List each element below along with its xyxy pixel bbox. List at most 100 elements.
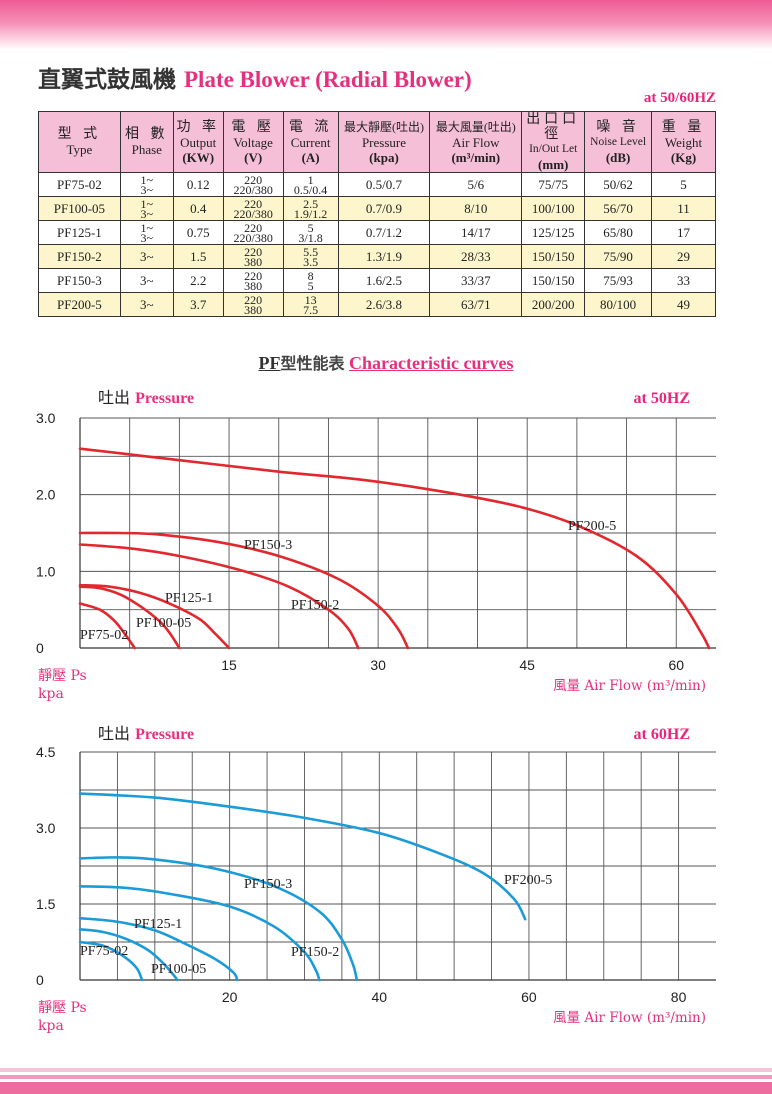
cell-voltage: 220 220/380 (222, 196, 284, 221)
header-unit: (Kg) (670, 149, 697, 165)
header-unit: (m³/min) (451, 149, 501, 165)
cell-line: 220/380 (233, 182, 273, 197)
curves-title: PF型性能表 Characteristic curves (0, 350, 772, 374)
series-label-pf150-3: PF150-3 (244, 538, 292, 553)
spec-table: 型 式 Type 相 數 Phase 功 率 Output (KW) 電 壓 Voltage (V… (38, 111, 716, 317)
cell-pressure: 1.6/2.5 (337, 268, 431, 293)
heading-chinese: 直翼式鼓風機 (38, 67, 176, 92)
header-unit: (A) (301, 149, 320, 165)
cell-inout: 75/75 (521, 172, 586, 197)
y-axis-label: 靜壓 Ps kpa (38, 1000, 87, 1034)
cell-text: 0.7/0.9 (365, 200, 403, 216)
cell-text: 0.12 (186, 176, 210, 192)
cell-text: 75/75 (538, 176, 568, 192)
series-label-pf200-5: PF200-5 (568, 519, 616, 534)
table-row: PF125-1 1~ 3~ 0.75 220 220/380 5 3/1.8 0.7/1.2 14… (38, 220, 716, 245)
series-line-pf200-5 (78, 792, 527, 921)
header-cell: 最大靜壓(吐出) Pressure (kpa) (337, 111, 431, 173)
cell-voltage: 220 220/380 (222, 220, 284, 245)
cell-line: 8 (307, 268, 314, 283)
series-label-pf125-1: PF125-1 (134, 917, 182, 932)
cell-pressure: 0.7/0.9 (337, 196, 431, 221)
cell-line: 220/380 (233, 230, 273, 245)
cell-line: 3.5 (303, 254, 319, 269)
cell-type: PF150-2 (38, 244, 121, 269)
series-line-pf150-2 (78, 884, 321, 982)
top-decorative-band (0, 0, 772, 50)
cell-text: PF200-5 (57, 296, 102, 312)
cell-line: 3/1.8 (298, 230, 323, 245)
cell-weight: 5 (651, 172, 716, 197)
series-label-pf100-05: PF100-05 (136, 616, 191, 631)
table-header-row: 型 式 Type 相 數 Phase 功 率 Output (KW) 電 壓 Voltage (V… (38, 111, 716, 173)
header-en: Weight (664, 134, 703, 150)
cell-line: 1.9/1.2 (293, 206, 328, 221)
cell-text: PF150-3 (57, 272, 102, 288)
cell-text: 0.75 (186, 224, 210, 240)
cell-current: 2.5 1.9/1.2 (282, 196, 339, 221)
x-tick-label: 60 (668, 657, 684, 673)
x-tick-label: 30 (370, 657, 386, 673)
cell-line: 380 (244, 302, 263, 317)
header-unit: (mm) (538, 157, 569, 172)
cell-text: 150/150 (531, 272, 575, 288)
chart-title: 吐出 Pressure (98, 388, 194, 407)
cell-text: 65/80 (603, 224, 633, 240)
cell-phase: 3~ (119, 268, 174, 293)
series-line-pf150-2 (78, 543, 360, 650)
header-en: Air Flow (452, 134, 500, 150)
cell-text: PF125-1 (57, 224, 102, 240)
cell-voltage: 220 380 (222, 268, 284, 293)
cell-output: 0.12 (172, 172, 224, 197)
table-row: PF200-5 3~ 3.7 220 380 13 7.5 2.6/3.8 63/71 200/2… (38, 292, 716, 317)
cell-pressure: 0.5/0.7 (337, 172, 431, 197)
header-cell: 電 壓 Voltage (V) (222, 111, 284, 173)
cell-noise: 80/100 (584, 292, 653, 317)
header-en: Voltage (233, 134, 273, 150)
series-label-pf150-3: PF150-3 (244, 877, 292, 892)
cell-airflow: 33/37 (429, 268, 523, 293)
cell-line: 3~ (140, 230, 154, 245)
cell-output: 1.5 (172, 244, 224, 269)
cell-text: 0.4 (190, 200, 207, 216)
y-tick-label: 2.0 (36, 487, 56, 503)
cell-text: 125/125 (531, 224, 575, 240)
x-axis-label: 風量 Air Flow (m³/min) (553, 1010, 706, 1026)
cell-output: 0.4 (172, 196, 224, 221)
cell-airflow: 5/6 (429, 172, 523, 197)
y-axis-label: 靜壓 Ps kpa (38, 668, 87, 702)
cell-line: 220/380 (233, 206, 273, 221)
series-line-pf125-1 (78, 916, 239, 982)
header-unit: (V) (244, 149, 263, 165)
x-axis-label: 風量 Air Flow (m³/min) (553, 678, 706, 694)
header-en: Type (66, 142, 93, 157)
header-en: Pressure (361, 134, 406, 150)
cell-text: PF75-02 (57, 176, 102, 192)
cell-text: 1.5 (190, 248, 207, 264)
cell-line: 5 (307, 220, 314, 235)
cell-type: PF75-02 (38, 172, 121, 197)
header-cell: 電 流 Current (A) (282, 111, 339, 173)
cell-text: 56/70 (603, 200, 633, 216)
header-cell: 噪 音 Noise Level (dB) (584, 111, 653, 173)
chart-60hz-svg: 0 1.5 3.0 4.5 20 40 60 80 吐出 Pressure at 60HZ 靜壓 P… (36, 724, 716, 1034)
x-tick-label: 15 (221, 657, 237, 673)
cell-pressure: 2.6/3.8 (337, 292, 431, 317)
table-row: PF150-2 3~ 1.5 220 380 5.5 3.5 1.3/1.9 28/33 150/… (38, 244, 716, 269)
header-zh: 最大靜壓(吐出) (343, 119, 424, 134)
cell-text: 3~ (140, 248, 154, 264)
cell-text: 33 (677, 272, 691, 288)
chart-frequency-label: at 60HZ (634, 726, 690, 743)
cell-line: 3~ (140, 206, 154, 221)
x-tick-label: 40 (372, 989, 388, 1005)
cell-output: 0.75 (172, 220, 224, 245)
cell-weight: 29 (651, 244, 716, 269)
header-unit: (dB) (605, 149, 631, 165)
series-label-pf100-05: PF100-05 (151, 962, 206, 977)
series-line-pf100-05 (78, 585, 181, 650)
header-zh: 最大風量(吐出) (435, 119, 516, 134)
cell-line: 1~ (140, 172, 154, 187)
cell-text: 11 (677, 200, 690, 216)
cell-text: 200/200 (531, 296, 575, 312)
cell-pressure: 0.7/1.2 (337, 220, 431, 245)
